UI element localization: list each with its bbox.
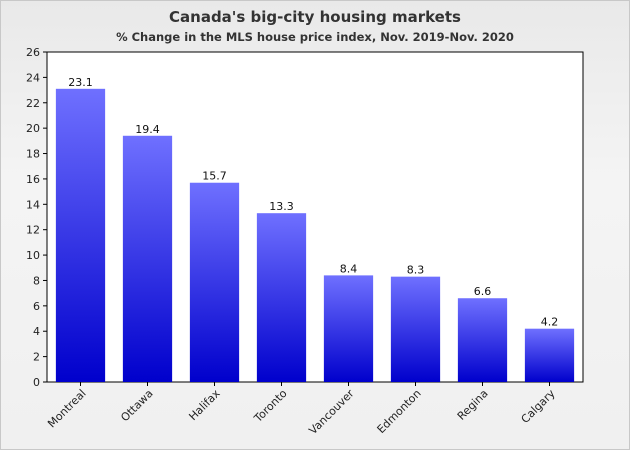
y-tick-label: 4	[33, 325, 40, 338]
x-tick-label: Calgary	[519, 387, 558, 426]
x-tick-label: Halifax	[186, 387, 223, 424]
bar-value-label: 15.7	[202, 170, 227, 183]
bar-edmonton	[390, 276, 441, 382]
bar-regina	[457, 298, 508, 382]
chart-subtitle: % Change in the MLS house price index, N…	[116, 30, 514, 44]
bar-calgary	[524, 328, 575, 382]
x-tick-label: Edmonton	[375, 387, 424, 436]
y-tick-label: 6	[33, 300, 40, 313]
y-tick-label: 16	[26, 173, 40, 186]
y-tick-label: 24	[26, 71, 40, 84]
x-tick-label: Toronto	[251, 387, 290, 426]
y-tick-label: 18	[26, 148, 40, 161]
bar-halifax	[189, 182, 240, 382]
bar-value-label: 8.3	[407, 264, 425, 277]
bar-vancouver	[323, 275, 374, 382]
bar-value-label: 23.1	[68, 76, 93, 89]
bar-ottawa	[122, 135, 173, 382]
bar-montreal	[55, 88, 106, 383]
y-tick-label: 0	[33, 376, 40, 389]
chart-title: Canada's big-city housing markets	[169, 8, 461, 26]
x-tick-label: Montreal	[45, 387, 88, 430]
bars: 23.1 19.4 15.7 13.3 8.4 8.3 6.6 4.2	[55, 76, 575, 383]
x-axis: Montreal Ottawa Halifax Toronto Vancouver Edm…	[45, 382, 558, 437]
y-tick-label: 14	[26, 198, 40, 211]
y-tick-label: 20	[26, 122, 40, 135]
bar-value-label: 13.3	[269, 200, 294, 213]
x-tick-label: Regina	[455, 387, 491, 423]
x-tick-label: Ottawa	[118, 387, 155, 424]
y-tick-label: 8	[33, 274, 40, 287]
y-tick-label: 10	[26, 249, 40, 262]
y-tick-label: 12	[26, 224, 40, 237]
bar-value-label: 6.6	[474, 285, 492, 298]
bar-value-label: 4.2	[541, 316, 559, 329]
bar-value-label: 19.4	[135, 123, 160, 136]
y-tick-label: 26	[26, 46, 40, 59]
y-tick-label: 2	[33, 351, 40, 364]
bar-value-label: 8.4	[340, 262, 358, 275]
bar-toronto	[256, 213, 307, 382]
y-tick-label: 22	[26, 97, 40, 110]
x-tick-label: Vancouver	[306, 387, 356, 437]
